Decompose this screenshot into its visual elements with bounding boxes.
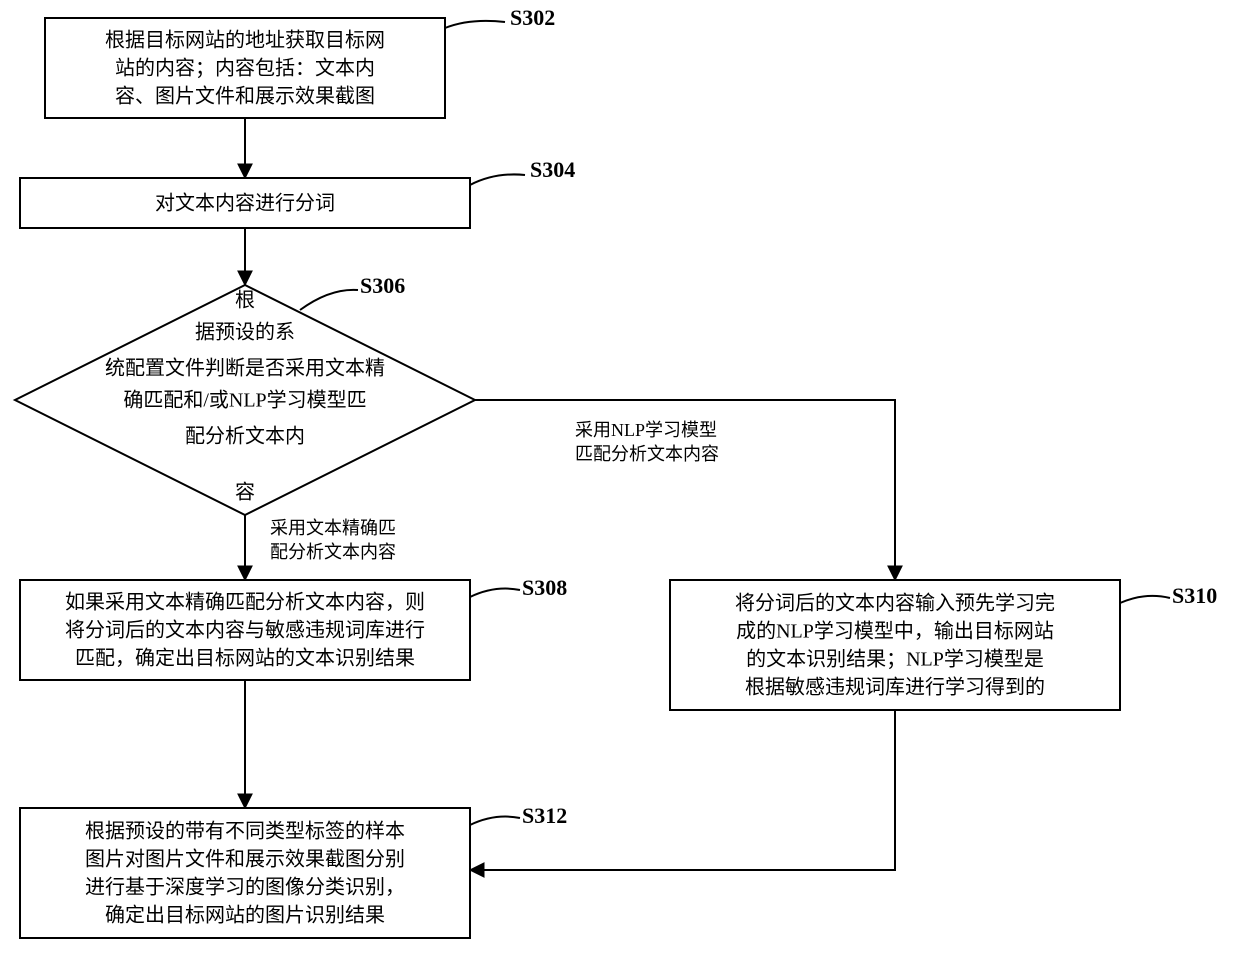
node-text: 容、图片文件和展示效果截图 xyxy=(115,85,375,108)
step-label: S312 xyxy=(522,803,567,828)
step-label: S302 xyxy=(510,5,555,30)
step-label: S310 xyxy=(1172,583,1217,608)
node-text: 成的NLP学习模型中，输出目标网站 xyxy=(736,620,1054,643)
node-text: 根据预设的带有不同类型标签的样本 xyxy=(85,820,405,843)
edge-e6 xyxy=(470,710,895,870)
node-text: 的文本识别结果；NLP学习模型是 xyxy=(746,648,1044,671)
step-label: S308 xyxy=(522,575,567,600)
flowchart-canvas: 采用文本精确匹配分析文本内容采用NLP学习模型匹配分析文本内容根据目标网站的地址… xyxy=(0,0,1239,961)
node-text: 将分词后的文本内容输入预先学习完 xyxy=(735,592,1055,615)
node-text: 匹配，确定出目标网站的文本识别结果 xyxy=(75,647,415,670)
node-text: 对文本内容进行分词 xyxy=(155,192,335,215)
node-s302: 根据目标网站的地址获取目标网站的内容；内容包括：文本内容、图片文件和展示效果截图… xyxy=(45,5,555,118)
node-s304: 对文本内容进行分词 S304 xyxy=(20,157,575,228)
node-text: 统配置文件判断是否采用文本精 xyxy=(105,357,385,380)
step-label: S304 xyxy=(530,157,575,182)
node-text: 根据敏感违规词库进行学习得到的 xyxy=(745,676,1045,699)
edge-label: 采用NLP学习模型 xyxy=(575,420,717,440)
node-text: 进行基于深度学习的图像分类识别， xyxy=(85,876,405,899)
edge-label: 采用文本精确匹 xyxy=(270,518,396,538)
node-text: 确匹配和/或NLP学习模型匹 xyxy=(123,389,366,412)
node-text: 根 xyxy=(235,289,255,312)
label-leader xyxy=(1120,596,1170,603)
node-text: 据预设的系 xyxy=(195,321,295,344)
node-text: 站的内容；内容包括：文本内 xyxy=(115,57,375,80)
node-s308: 如果采用文本精确匹配分析文本内容，则将分词后的文本内容与敏感违规词库进行匹配，确… xyxy=(20,575,567,680)
edge-label: 匹配分析文本内容 xyxy=(575,444,719,464)
label-leader xyxy=(470,174,525,185)
label-leader xyxy=(470,817,520,825)
node-text: 将分词后的文本内容与敏感违规词库进行 xyxy=(65,619,425,642)
node-text: 根据目标网站的地址获取目标网 xyxy=(105,29,385,52)
node-text: 确定出目标网站的图片识别结果 xyxy=(105,904,385,927)
node-text: 如果采用文本精确匹配分析文本内容，则 xyxy=(65,591,425,614)
step-label: S306 xyxy=(360,273,405,298)
edge-label: 配分析文本内容 xyxy=(270,542,396,562)
node-text: 图片对图片文件和展示效果截图分别 xyxy=(85,848,405,871)
node-text: 配分析文本内 xyxy=(185,425,305,448)
label-leader xyxy=(470,589,520,597)
label-leader xyxy=(445,21,505,28)
node-s310: 将分词后的文本内容输入预先学习完成的NLP学习模型中，输出目标网站的文本识别结果… xyxy=(670,580,1217,710)
label-leader xyxy=(300,290,358,310)
node-text: 容 xyxy=(235,481,255,504)
node-s306: 根据预设的系统配置文件判断是否采用文本精确匹配和/或NLP学习模型匹配分析文本内… xyxy=(15,273,475,515)
